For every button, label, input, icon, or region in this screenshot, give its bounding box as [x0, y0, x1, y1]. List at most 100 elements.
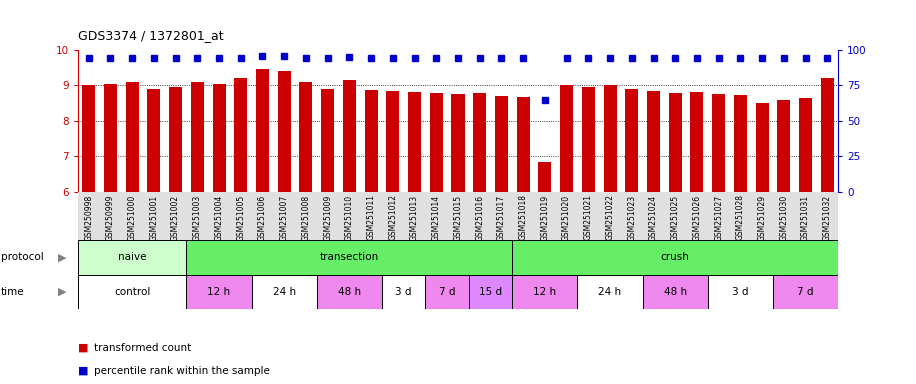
Bar: [691, 92, 703, 192]
Text: GSM251028: GSM251028: [736, 194, 745, 240]
Text: GSM251015: GSM251015: [453, 194, 463, 240]
Bar: [582, 87, 594, 192]
Text: GSM251017: GSM251017: [497, 194, 506, 240]
Bar: [252, 192, 273, 240]
Text: GSM251025: GSM251025: [671, 194, 680, 240]
Text: transformed count: transformed count: [94, 343, 191, 353]
Bar: [821, 78, 834, 192]
Text: GSM251011: GSM251011: [366, 194, 376, 240]
Bar: [213, 84, 225, 192]
Text: GSM251023: GSM251023: [627, 194, 637, 240]
Text: GSM251024: GSM251024: [649, 194, 658, 240]
Bar: [577, 192, 599, 240]
Bar: [773, 192, 795, 240]
Text: GSM251018: GSM251018: [518, 194, 528, 240]
Bar: [512, 192, 534, 240]
Bar: [143, 192, 165, 240]
Bar: [577, 275, 643, 309]
Text: GSM250999: GSM250999: [106, 194, 114, 241]
Bar: [322, 89, 334, 192]
Text: GSM251021: GSM251021: [583, 194, 593, 240]
Bar: [430, 93, 442, 192]
Text: GSM251012: GSM251012: [388, 194, 398, 240]
Bar: [539, 162, 551, 192]
Bar: [425, 275, 469, 309]
Bar: [778, 100, 791, 192]
Bar: [643, 275, 708, 309]
Text: 15 d: 15 d: [479, 287, 502, 297]
Bar: [121, 192, 143, 240]
Bar: [669, 93, 682, 192]
Text: 24 h: 24 h: [598, 287, 622, 297]
Text: naive: naive: [118, 252, 147, 262]
Text: transection: transection: [320, 252, 379, 262]
Bar: [512, 275, 577, 309]
Bar: [147, 89, 160, 192]
Bar: [317, 275, 382, 309]
Bar: [104, 84, 117, 192]
Bar: [795, 192, 816, 240]
Text: GSM251016: GSM251016: [475, 194, 485, 240]
Bar: [643, 192, 664, 240]
Bar: [491, 192, 512, 240]
Text: GSM251013: GSM251013: [410, 194, 419, 240]
Bar: [187, 192, 208, 240]
Bar: [169, 87, 182, 192]
Bar: [469, 275, 512, 309]
Text: GSM251005: GSM251005: [236, 194, 245, 241]
Text: 3 d: 3 d: [396, 287, 412, 297]
Bar: [517, 97, 529, 192]
Bar: [712, 94, 725, 192]
Bar: [317, 192, 339, 240]
Text: 7 d: 7 d: [797, 287, 813, 297]
Bar: [234, 78, 247, 192]
Bar: [300, 82, 312, 192]
Bar: [208, 192, 230, 240]
Text: percentile rank within the sample: percentile rank within the sample: [94, 366, 270, 376]
Bar: [295, 192, 317, 240]
Text: GSM251022: GSM251022: [605, 194, 615, 240]
Bar: [187, 240, 512, 275]
Bar: [708, 192, 729, 240]
Text: control: control: [114, 287, 150, 297]
Bar: [626, 89, 638, 192]
Bar: [125, 82, 138, 192]
Bar: [686, 192, 708, 240]
Bar: [191, 82, 204, 192]
Bar: [82, 86, 95, 192]
Text: GSM251014: GSM251014: [431, 194, 441, 240]
Bar: [343, 80, 356, 192]
Bar: [382, 192, 404, 240]
Text: GSM251032: GSM251032: [823, 194, 832, 240]
Bar: [599, 192, 621, 240]
Text: ▶: ▶: [58, 287, 66, 297]
Bar: [495, 96, 508, 192]
Text: ■: ■: [78, 343, 88, 353]
Text: crush: crush: [660, 252, 690, 262]
Text: GSM251019: GSM251019: [540, 194, 550, 240]
Bar: [78, 192, 100, 240]
Bar: [664, 192, 686, 240]
Bar: [78, 240, 187, 275]
Text: GSM251004: GSM251004: [214, 194, 224, 241]
Bar: [273, 192, 295, 240]
Bar: [560, 86, 573, 192]
Bar: [734, 95, 747, 192]
Text: time: time: [1, 287, 25, 297]
Bar: [447, 192, 469, 240]
Text: GSM251030: GSM251030: [780, 194, 789, 241]
Bar: [387, 91, 399, 192]
Text: GSM251009: GSM251009: [323, 194, 333, 241]
Bar: [252, 275, 317, 309]
Bar: [799, 98, 812, 192]
Bar: [556, 192, 577, 240]
Bar: [452, 94, 464, 192]
Bar: [604, 86, 616, 192]
Text: GSM251029: GSM251029: [758, 194, 767, 240]
Bar: [408, 92, 421, 192]
Bar: [187, 275, 252, 309]
Bar: [165, 192, 187, 240]
Text: ■: ■: [78, 366, 88, 376]
Bar: [278, 71, 290, 192]
Bar: [339, 192, 360, 240]
